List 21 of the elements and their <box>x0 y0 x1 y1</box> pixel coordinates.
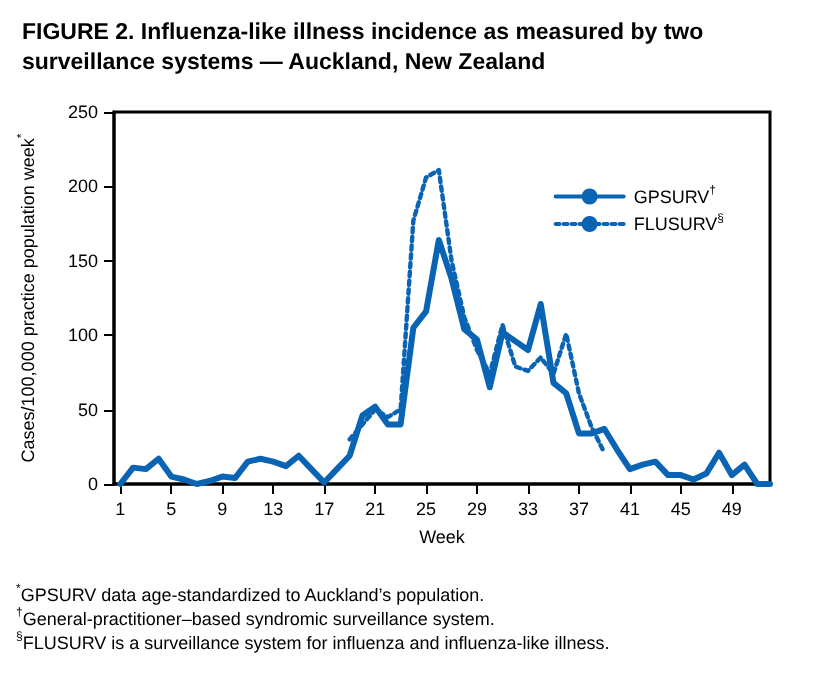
x-tick-label: 49 <box>721 499 742 519</box>
x-tick-label: 33 <box>517 499 538 519</box>
x-tick-label: 29 <box>467 499 488 519</box>
x-tick-label: 21 <box>365 499 386 519</box>
y-tick-label: 0 <box>87 474 98 494</box>
x-tick-label: 37 <box>568 499 589 519</box>
x-tick-label: 5 <box>166 499 177 519</box>
x-axis-title: Week <box>419 526 466 547</box>
x-tick-label: 1 <box>115 499 126 519</box>
x-tick-label: 9 <box>217 499 228 519</box>
y-tick-label: 50 <box>77 399 98 420</box>
y-tick-label: 200 <box>67 176 98 197</box>
y-tick-label: 100 <box>67 325 98 346</box>
x-tick-label: 45 <box>670 499 691 519</box>
y-tick-label: 150 <box>67 250 98 271</box>
x-tick-label: 25 <box>416 499 437 519</box>
x-tick-label: 17 <box>314 499 335 519</box>
y-tick-label: 250 <box>67 102 98 122</box>
chart-title: FIGURE 2. Influenza-like illness incidence as measured by two surveillance systems — Auckland, New Zealand <box>22 21 710 75</box>
x-tick-label: 13 <box>263 499 284 519</box>
x-tick-label: 41 <box>619 499 640 519</box>
